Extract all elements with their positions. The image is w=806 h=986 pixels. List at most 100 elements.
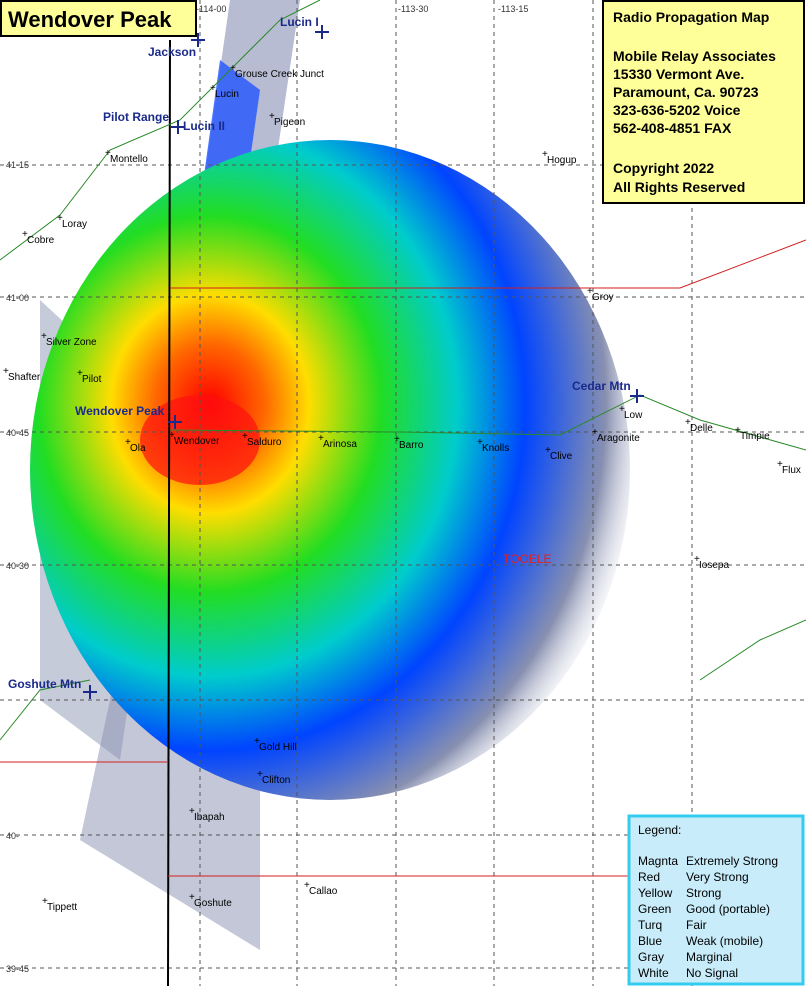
marker: + bbox=[230, 63, 236, 74]
info-line: 15330 Vermont Ave. bbox=[613, 66, 744, 82]
title-box bbox=[0, 0, 197, 37]
place-label: Aragonite bbox=[597, 433, 640, 444]
marker: + bbox=[105, 148, 111, 159]
marker: + bbox=[685, 417, 691, 428]
site-marker bbox=[168, 415, 182, 429]
place-label: Hogup bbox=[547, 155, 577, 166]
info-line: Mobile Relay Associates bbox=[613, 48, 776, 64]
place-label: Ola bbox=[130, 443, 146, 454]
marker: + bbox=[42, 896, 48, 907]
marker: + bbox=[41, 331, 47, 342]
marker: + bbox=[619, 404, 625, 415]
places: +Grouse Creek Junct+Lucin+Pigeon+Montell… bbox=[3, 63, 801, 913]
legend-description: Very Strong bbox=[686, 870, 749, 884]
place-label: Knolls bbox=[482, 443, 509, 454]
grid-labels: -114-00 -113-30 -113-15 41-15 41-00 40-4… bbox=[6, 4, 528, 974]
site-label: Lucin I bbox=[280, 15, 319, 29]
marker: + bbox=[22, 229, 28, 240]
marker: + bbox=[254, 736, 260, 747]
legend-box bbox=[627, 814, 805, 986]
place-label: Silver Zone bbox=[46, 337, 97, 348]
lon-label: -113-30 bbox=[398, 4, 428, 14]
site-marker bbox=[171, 120, 185, 134]
place-label: Arinosa bbox=[323, 439, 357, 450]
legend-description: Marginal bbox=[686, 950, 732, 964]
legend-name: Red bbox=[638, 870, 660, 884]
lat-label: 41-00 bbox=[6, 293, 29, 303]
county-label: TOOELE bbox=[503, 552, 551, 566]
site-label: Pilot Range bbox=[103, 110, 169, 124]
site-label: Goshute Mtn bbox=[8, 677, 81, 691]
marker: + bbox=[77, 368, 83, 379]
place-label: Gold Hill bbox=[259, 742, 297, 753]
place-label: Flux bbox=[782, 465, 801, 476]
place-label: Groy bbox=[592, 292, 614, 303]
place-label: Barro bbox=[399, 440, 424, 451]
marker: + bbox=[587, 286, 593, 297]
place-label: Clifton bbox=[262, 775, 290, 786]
place-label: Low bbox=[624, 410, 643, 421]
info-heading: Radio Propagation Map bbox=[613, 9, 769, 25]
marker: + bbox=[257, 769, 263, 780]
place-label: Delle bbox=[690, 423, 713, 434]
legend-name: White bbox=[638, 966, 669, 980]
info-line: 323-636-5202 Voice bbox=[613, 102, 741, 118]
info-line: 562-408-4851 FAX bbox=[613, 120, 732, 136]
info-box bbox=[602, 0, 805, 204]
title: Wendover Peak bbox=[8, 7, 172, 32]
legend-name: Yellow bbox=[638, 886, 673, 900]
legend-description: Good (portable) bbox=[686, 902, 770, 916]
place-label: Callao bbox=[309, 886, 338, 897]
marker: + bbox=[542, 149, 548, 160]
marker: + bbox=[777, 459, 783, 470]
marker: + bbox=[3, 366, 9, 377]
site-label: Wendover Peak bbox=[75, 404, 164, 418]
lat-label: 40-30 bbox=[6, 561, 29, 571]
legend-description: Strong bbox=[686, 886, 721, 900]
lat-label: 40-45 bbox=[6, 428, 29, 438]
place-label: Pilot bbox=[82, 374, 102, 385]
info-lines: Mobile Relay Associates 15330 Vermont Ave… bbox=[613, 48, 776, 195]
place-label: Pigeon bbox=[274, 117, 305, 128]
legend-title: Legend: bbox=[638, 823, 681, 837]
marker: + bbox=[694, 554, 700, 565]
place-label: Grouse Creek Junct bbox=[235, 69, 324, 80]
place-label: Iosepa bbox=[699, 560, 729, 571]
copyright: All Rights Reserved bbox=[613, 179, 745, 195]
legend: Magnta Extremely Strong Red Very Strong Yell… bbox=[638, 854, 778, 980]
marker: + bbox=[189, 892, 195, 903]
lat-label: 40- bbox=[6, 831, 19, 841]
marker: + bbox=[394, 434, 400, 445]
marker: + bbox=[57, 213, 63, 224]
marker: + bbox=[189, 806, 195, 817]
place-label: Tippett bbox=[47, 902, 77, 913]
place-label: Goshute bbox=[194, 898, 232, 909]
info-line: Paramount, Ca. 90723 bbox=[613, 84, 759, 100]
site-label: Cedar Mtn bbox=[572, 379, 631, 393]
marker: + bbox=[318, 433, 324, 444]
site-marker bbox=[315, 25, 329, 39]
legend-name: Blue bbox=[638, 934, 662, 948]
legend-name: Magnta bbox=[638, 854, 678, 868]
place-label: Cobre bbox=[27, 235, 55, 246]
marker: + bbox=[477, 437, 483, 448]
place-label: Wendover bbox=[174, 436, 220, 447]
place-label: Clive bbox=[550, 451, 573, 462]
sites: Jackson Lucin I Pilot Range Lucin II Cedar M… bbox=[8, 15, 644, 699]
place-label: Salduro bbox=[247, 437, 282, 448]
legend-name: Gray bbox=[638, 950, 664, 964]
legend-description: No Signal bbox=[686, 966, 738, 980]
marker: + bbox=[545, 445, 551, 456]
place-label: Ibapah bbox=[194, 812, 225, 823]
legend-description: Fair bbox=[686, 918, 707, 932]
place-label: Lucin bbox=[215, 89, 239, 100]
copyright: Copyright 2022 bbox=[613, 160, 714, 176]
site-marker bbox=[191, 33, 205, 47]
site-label: Jackson bbox=[148, 45, 196, 59]
marker: + bbox=[125, 437, 131, 448]
marker: + bbox=[304, 880, 310, 891]
marker: + bbox=[269, 111, 275, 122]
legend-name: Turq bbox=[638, 918, 662, 932]
